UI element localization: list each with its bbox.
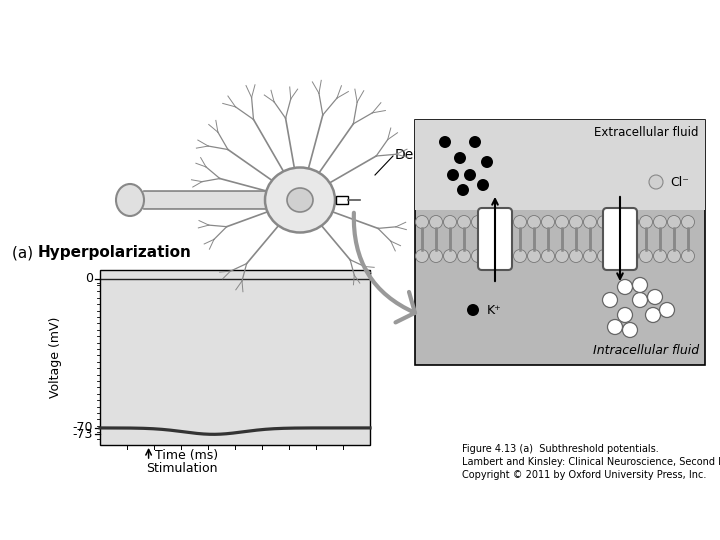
Circle shape: [654, 249, 667, 262]
Circle shape: [649, 175, 663, 189]
Circle shape: [477, 179, 489, 191]
Circle shape: [444, 215, 456, 228]
Text: 0: 0: [85, 272, 93, 285]
Text: Time (ms): Time (ms): [155, 449, 217, 462]
Circle shape: [415, 215, 428, 228]
Circle shape: [430, 249, 443, 262]
Circle shape: [556, 249, 569, 262]
Bar: [100, 270, 370, 445]
Text: Figure 4.13 (a)  Subthreshold potentials.: Figure 4.13 (a) Subthreshold potentials.: [462, 444, 659, 454]
Circle shape: [485, 215, 498, 228]
Text: Stimulation: Stimulation: [147, 462, 218, 476]
Circle shape: [583, 215, 596, 228]
Circle shape: [467, 304, 479, 316]
Circle shape: [500, 215, 513, 228]
Text: -73: -73: [73, 428, 93, 441]
Ellipse shape: [287, 188, 313, 212]
Circle shape: [603, 293, 618, 307]
Text: (a): (a): [12, 245, 43, 260]
Circle shape: [457, 215, 470, 228]
Circle shape: [472, 249, 485, 262]
Circle shape: [646, 307, 660, 322]
Circle shape: [528, 249, 541, 262]
Circle shape: [611, 215, 624, 228]
Bar: [415, 120, 705, 365]
Text: Voltage (mV): Voltage (mV): [48, 317, 61, 398]
Circle shape: [457, 249, 470, 262]
Circle shape: [598, 249, 611, 262]
Circle shape: [647, 289, 662, 305]
FancyBboxPatch shape: [603, 208, 637, 270]
Circle shape: [556, 215, 569, 228]
Circle shape: [660, 302, 675, 318]
Circle shape: [632, 293, 647, 307]
Circle shape: [469, 136, 481, 148]
Circle shape: [626, 249, 639, 262]
Ellipse shape: [116, 184, 144, 216]
Circle shape: [618, 307, 632, 322]
Text: Hyperpolarization: Hyperpolarization: [38, 245, 192, 260]
Circle shape: [608, 320, 623, 334]
Circle shape: [415, 249, 428, 262]
Circle shape: [541, 249, 554, 262]
FancyArrowPatch shape: [354, 213, 415, 322]
Text: Cl⁻: Cl⁻: [670, 176, 689, 188]
Circle shape: [626, 215, 639, 228]
Circle shape: [682, 249, 695, 262]
Circle shape: [654, 215, 667, 228]
Circle shape: [447, 169, 459, 181]
Circle shape: [667, 215, 680, 228]
Text: -70: -70: [73, 421, 93, 434]
Circle shape: [632, 278, 647, 293]
Circle shape: [583, 249, 596, 262]
Text: Copyright © 2011 by Oxford University Press, Inc.: Copyright © 2011 by Oxford University Pr…: [462, 470, 706, 480]
Circle shape: [598, 215, 611, 228]
Text: K⁺: K⁺: [487, 303, 502, 316]
Circle shape: [623, 322, 637, 338]
Circle shape: [485, 249, 498, 262]
Circle shape: [430, 215, 443, 228]
Text: Extracellular fluid: Extracellular fluid: [595, 126, 699, 139]
Circle shape: [639, 249, 652, 262]
Circle shape: [682, 215, 695, 228]
Text: Lambert and Kinsley: Clinical Neuroscience, Second Edition: Lambert and Kinsley: Clinical Neuroscien…: [462, 457, 720, 467]
Bar: [415, 120, 705, 210]
Circle shape: [439, 136, 451, 148]
Circle shape: [472, 215, 485, 228]
Circle shape: [454, 152, 466, 164]
Circle shape: [541, 215, 554, 228]
FancyBboxPatch shape: [478, 208, 512, 270]
Ellipse shape: [265, 167, 335, 233]
Circle shape: [528, 215, 541, 228]
Circle shape: [513, 249, 526, 262]
Circle shape: [457, 184, 469, 196]
Circle shape: [611, 249, 624, 262]
Circle shape: [500, 249, 513, 262]
Circle shape: [570, 249, 582, 262]
Bar: [130, 192, 265, 208]
Circle shape: [570, 215, 582, 228]
Bar: [336, 196, 348, 204]
Circle shape: [639, 215, 652, 228]
Circle shape: [481, 156, 493, 168]
Circle shape: [464, 169, 476, 181]
Text: Intracellular fluid: Intracellular fluid: [593, 344, 699, 357]
Circle shape: [667, 249, 680, 262]
Circle shape: [618, 280, 632, 294]
Circle shape: [513, 215, 526, 228]
Text: Dendrite: Dendrite: [395, 148, 456, 162]
Circle shape: [444, 249, 456, 262]
